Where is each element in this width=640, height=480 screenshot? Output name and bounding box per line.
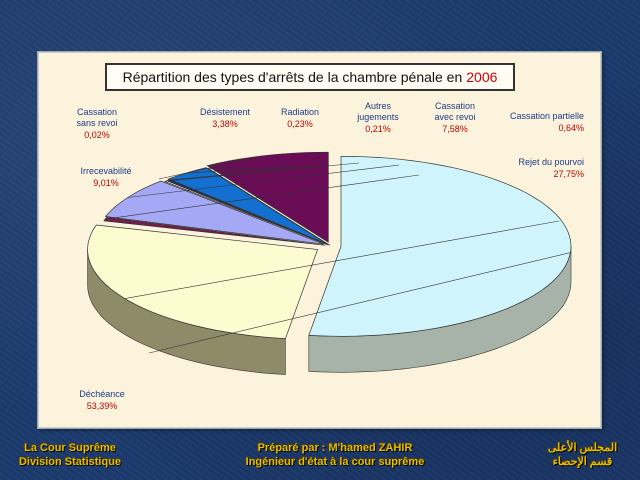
slice-label-name: Cassation: [77, 107, 117, 117]
slice-label-name: Déchéance: [79, 389, 125, 399]
footer-left-line1: La Cour Suprême: [24, 442, 116, 454]
footer-left-line2: Division Statistique: [18, 456, 122, 468]
slice-label-value: 53,39%: [87, 401, 118, 411]
leader-line: [186, 166, 296, 174]
slice-label-value: 0,23%: [287, 119, 313, 129]
footer-center: Préparé par : M'hamed ZAHIR Ingénieur d'…: [220, 441, 450, 469]
slice-label-value: 9,01%: [93, 178, 119, 188]
slice-label-name: Autres: [365, 101, 392, 111]
slice-label-name-line2: avec revoi: [434, 112, 475, 122]
footer-center-line1: Préparé par : M'hamed ZAHIR: [257, 442, 413, 454]
chart-title-text: Répartition des types d'arrêts de la cha…: [122, 69, 463, 85]
slice-label-value: 7,58%: [442, 124, 468, 134]
slice-label-value: 0,21%: [365, 124, 391, 134]
chart-title: Répartition des types d'arrêts de la cha…: [105, 63, 515, 91]
slice-label-name: Cassation: [435, 101, 475, 111]
slice-label-name: Irrecevabilité: [80, 166, 131, 176]
footer-right: المجلس الأعلى قسم الإحصاء: [535, 441, 630, 469]
leader-line: [127, 164, 400, 198]
slice-label-name: Radiation: [281, 107, 319, 117]
leader-line: [165, 162, 360, 182]
slice-label-value: 0,64%: [558, 123, 584, 133]
slice-label-name: Rejet du pourvoi: [518, 157, 584, 167]
slice-label-name-line2: sans revoi: [76, 118, 117, 128]
chart-panel: Répartition des types d'arrêts de la cha…: [38, 52, 601, 428]
footer-right-line1: المجلس الأعلى: [547, 442, 618, 454]
slice-label-value: 0,02%: [84, 130, 110, 140]
leader-line: [168, 164, 328, 181]
slice-label-name: Cassation partielle: [510, 111, 584, 121]
footer-right-line2: قسم الإحصاء: [552, 456, 613, 468]
leader-line: [124, 220, 560, 299]
leader-line: [105, 174, 420, 220]
slice-label-name: Désistement: [200, 107, 251, 117]
chart-title-year: 2006: [466, 69, 498, 85]
leader-line: [148, 252, 571, 354]
slice-label-value: 27,75%: [553, 169, 584, 179]
slice-label-value: 3,38%: [212, 119, 238, 129]
slice-label-name-line2: jugements: [356, 112, 399, 122]
footer-left: La Cour Suprême Division Statistique: [10, 441, 130, 469]
footer-center-line2: Ingénieur d'état à la cour suprême: [245, 456, 425, 468]
pie-chart: Déchéance 53,39% Rejet du pourvoi 27,75% Cas…: [76, 101, 584, 411]
leader-line: [158, 155, 266, 180]
